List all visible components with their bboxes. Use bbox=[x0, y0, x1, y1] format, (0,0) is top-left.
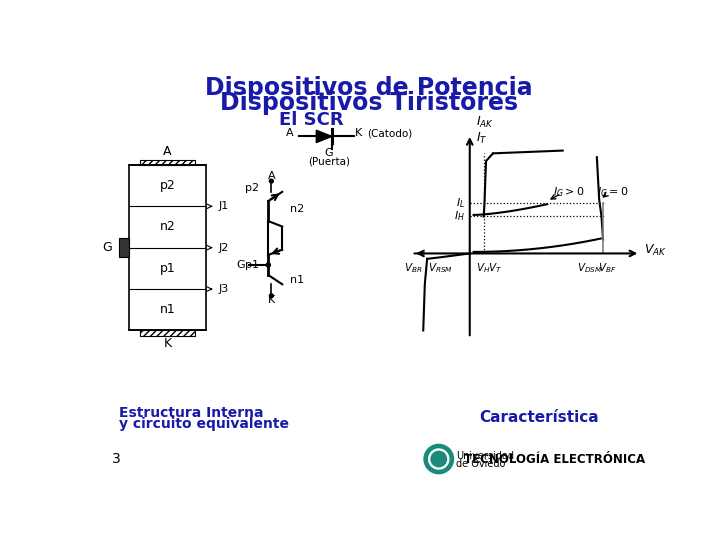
Circle shape bbox=[266, 263, 270, 267]
Text: TECNOLOGÍA ELECTRÓNICA: TECNOLOGÍA ELECTRÓNICA bbox=[464, 453, 646, 465]
Text: p2: p2 bbox=[160, 179, 176, 192]
Bar bbox=[129, 165, 206, 330]
Text: A: A bbox=[268, 172, 275, 181]
Text: $I_T$: $I_T$ bbox=[476, 131, 487, 146]
Circle shape bbox=[269, 179, 274, 183]
Text: p1: p1 bbox=[245, 260, 259, 270]
Text: $V_T$: $V_T$ bbox=[487, 261, 502, 275]
Bar bbox=[140, 159, 194, 165]
Text: $V_{DSM}$: $V_{DSM}$ bbox=[577, 261, 603, 275]
Text: $V_{RSM}$: $V_{RSM}$ bbox=[428, 261, 453, 275]
Text: n1: n1 bbox=[160, 303, 176, 316]
Text: K: K bbox=[163, 337, 171, 350]
Text: G: G bbox=[102, 241, 112, 254]
Text: $I_H$: $I_H$ bbox=[454, 210, 465, 224]
Text: Dispositivos de Potencia: Dispositivos de Potencia bbox=[205, 76, 533, 100]
Text: $I_{AK}$: $I_{AK}$ bbox=[476, 115, 494, 130]
Text: $V_{AK}$: $V_{AK}$ bbox=[644, 243, 667, 258]
Text: K: K bbox=[354, 129, 361, 138]
Polygon shape bbox=[316, 130, 332, 143]
Text: J1: J1 bbox=[219, 201, 229, 211]
Text: $V_{BR}$: $V_{BR}$ bbox=[404, 261, 423, 275]
Circle shape bbox=[266, 263, 270, 267]
Text: K: K bbox=[268, 295, 275, 305]
Text: de Oviedo: de Oviedo bbox=[456, 458, 505, 469]
Text: $I_L$: $I_L$ bbox=[456, 197, 465, 210]
Text: y circuito equivalente: y circuito equivalente bbox=[120, 417, 289, 431]
Text: (Puerta): (Puerta) bbox=[307, 156, 350, 166]
Circle shape bbox=[424, 444, 454, 474]
Circle shape bbox=[269, 294, 274, 298]
Text: n1: n1 bbox=[290, 275, 304, 286]
Circle shape bbox=[431, 451, 446, 467]
Text: Característica: Característica bbox=[480, 410, 599, 425]
Text: J3: J3 bbox=[219, 284, 229, 294]
Text: Dispositivos Tiristores: Dispositivos Tiristores bbox=[220, 91, 518, 116]
Text: G: G bbox=[236, 260, 245, 270]
Text: J2: J2 bbox=[219, 242, 229, 253]
Text: n2: n2 bbox=[160, 220, 176, 233]
Text: $V_{BF}$: $V_{BF}$ bbox=[598, 261, 616, 275]
Text: $I_G = 0$: $I_G = 0$ bbox=[598, 185, 629, 199]
Bar bbox=[140, 330, 194, 336]
Text: A: A bbox=[286, 129, 294, 138]
Text: G: G bbox=[325, 148, 333, 158]
Text: p2: p2 bbox=[245, 183, 259, 193]
Text: Estructura Interna: Estructura Interna bbox=[120, 406, 264, 420]
Circle shape bbox=[428, 449, 449, 469]
Text: p1: p1 bbox=[160, 262, 176, 275]
Text: $V_H$: $V_H$ bbox=[476, 261, 490, 275]
Text: 3: 3 bbox=[112, 452, 120, 466]
Bar bbox=[120, 239, 129, 257]
Text: n2: n2 bbox=[290, 204, 305, 214]
Text: El SCR: El SCR bbox=[279, 111, 343, 129]
Text: (Catodo): (Catodo) bbox=[367, 129, 413, 138]
Text: Universidad: Universidad bbox=[456, 451, 514, 461]
Text: $I_G > 0$: $I_G > 0$ bbox=[553, 185, 585, 199]
Text: A: A bbox=[163, 145, 172, 158]
